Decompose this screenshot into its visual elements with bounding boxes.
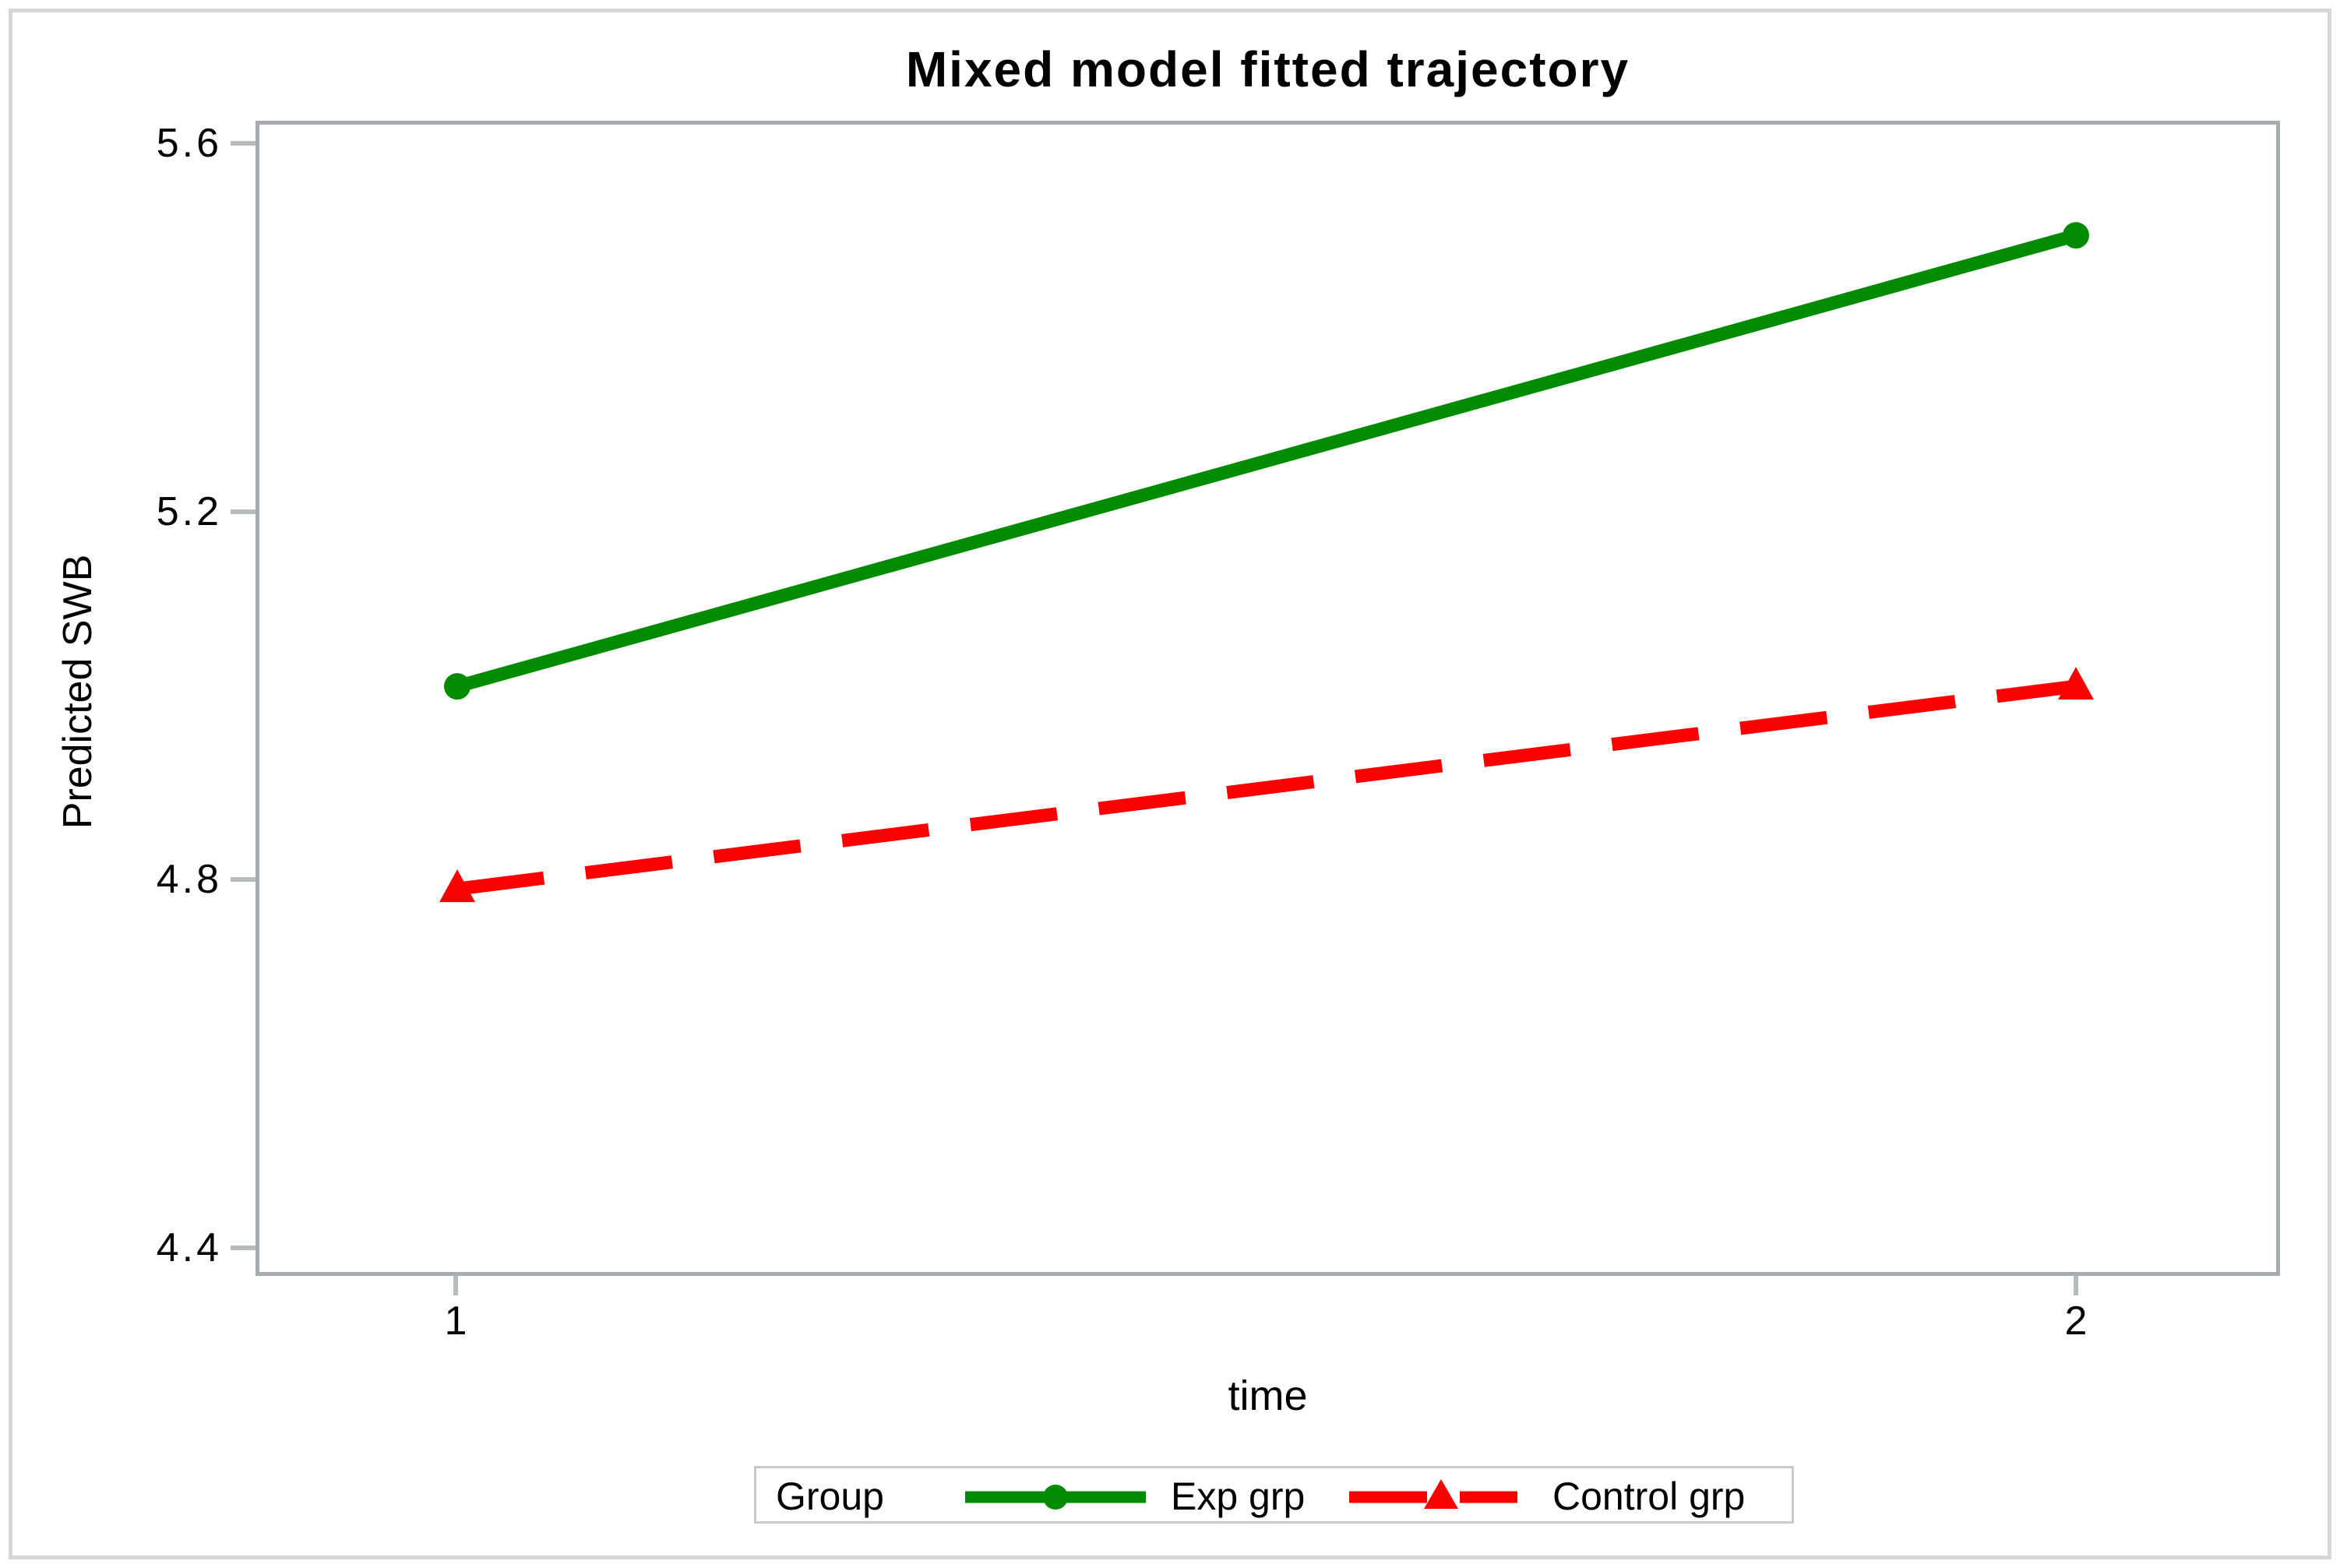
y-tick-label: 4.4 (156, 1225, 222, 1270)
legend: Group Exp grp Control grp (754, 1466, 1794, 1524)
y-tick-label: 5.2 (156, 489, 222, 534)
legend-exp-sample-line (965, 1485, 1146, 1510)
legend-control-label: Control grp (1552, 1475, 1746, 1518)
x-axis-title: time (1228, 1372, 1308, 1419)
y-tick-label: 4.8 (156, 857, 222, 902)
legend-title: Group (776, 1475, 884, 1518)
y-tick-mark (231, 877, 255, 882)
x-tick-mark (2074, 1276, 2078, 1295)
y-tick-mark (231, 509, 255, 514)
y-tick-mark (231, 1246, 255, 1250)
legend-control-sample-line (1349, 1479, 1517, 1509)
x-tick-label: 1 (444, 1298, 467, 1344)
chart-title: Mixed model fitted trajectory (905, 41, 1630, 97)
x-tick-mark (453, 1276, 458, 1295)
y-tick-label: 5.6 (156, 121, 222, 166)
exp-grp-line (455, 228, 2078, 693)
exp-grp-marker (2063, 222, 2089, 249)
legend-exp-label: Exp grp (1171, 1475, 1306, 1518)
control-grp-marker (2058, 667, 2094, 700)
control-grp-marker (439, 869, 475, 903)
exp-grp-marker (444, 673, 470, 700)
control-grp-line (456, 679, 2077, 896)
y-tick-mark (231, 141, 255, 146)
x-tick-label: 2 (2064, 1298, 2088, 1344)
